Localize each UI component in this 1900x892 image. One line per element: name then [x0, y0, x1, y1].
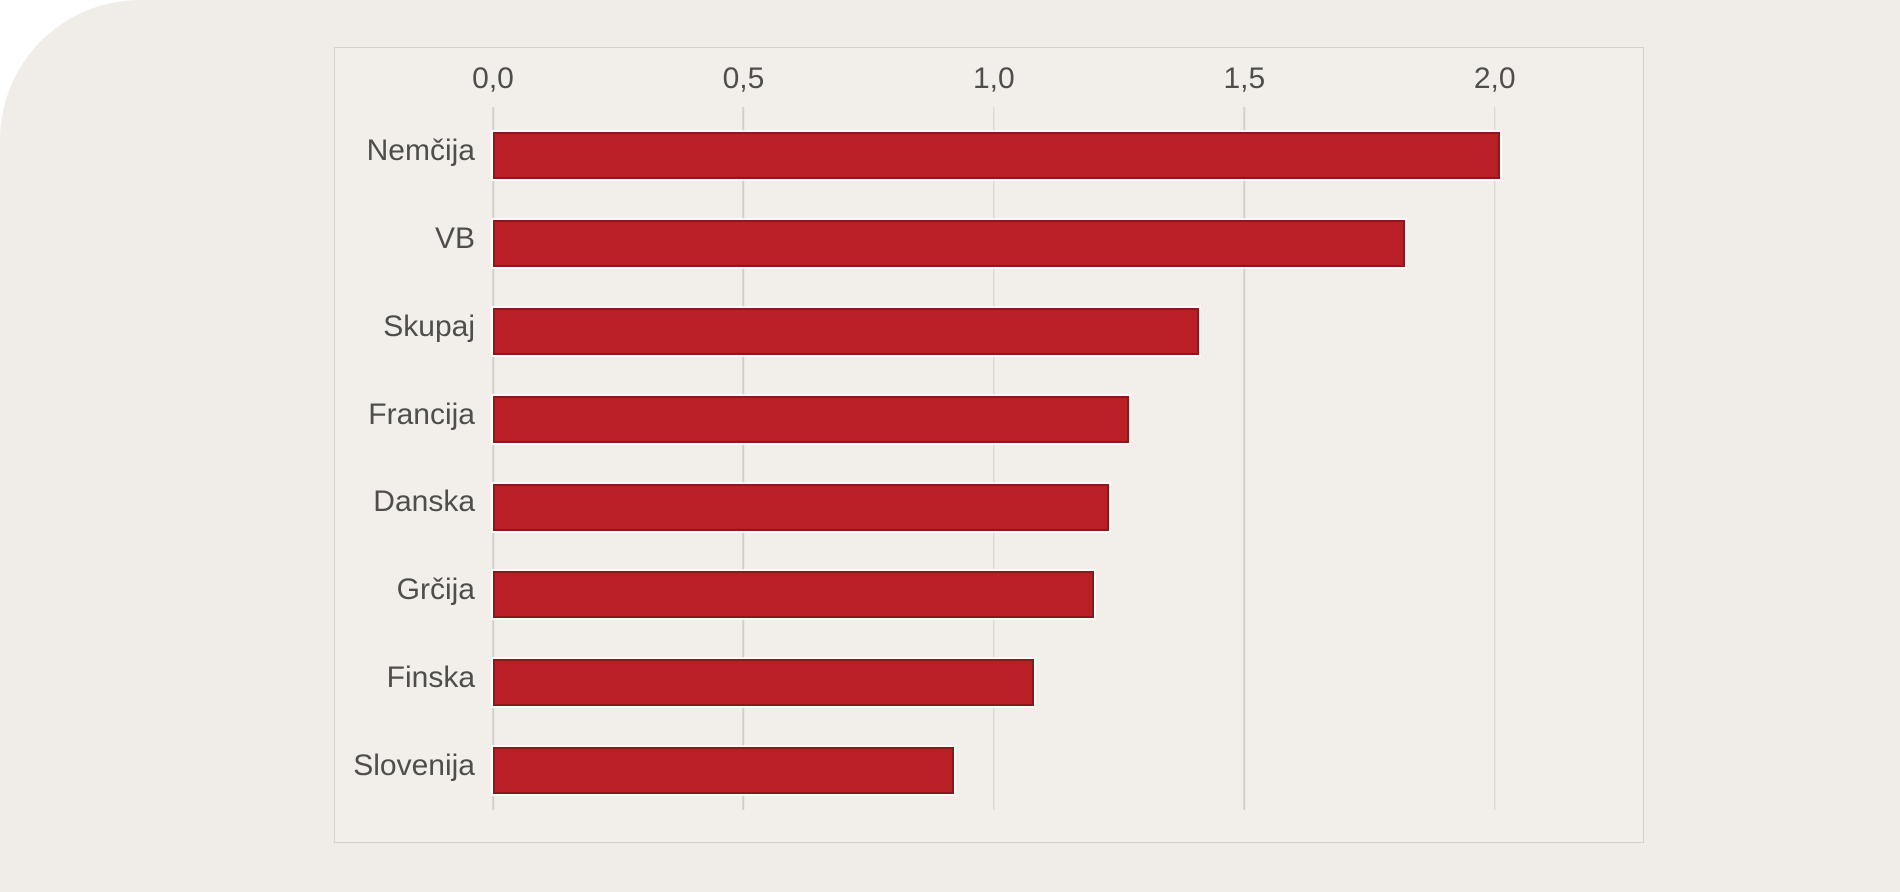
bar-vb — [493, 219, 1405, 267]
bar-grčija — [493, 571, 1095, 619]
plot-area — [492, 107, 1645, 810]
category-labels-column: Nemčija VB Skupaj Francija Danska Grčija Finsk… — [335, 107, 475, 810]
bar-row — [493, 459, 1645, 547]
bar-danska — [493, 483, 1110, 531]
bar-row — [493, 107, 1645, 195]
bar-skupaj — [493, 307, 1200, 355]
bar-finska — [493, 659, 1034, 707]
bar-row — [493, 634, 1645, 722]
category-label: Danska — [373, 485, 475, 519]
gridline — [1243, 107, 1246, 810]
bar-row — [493, 546, 1645, 634]
bar-row — [493, 283, 1645, 371]
category-label: Grčija — [396, 573, 475, 607]
bar-row — [493, 371, 1645, 459]
category-row: Finska — [335, 634, 475, 722]
category-row: Grčija — [335, 546, 475, 634]
category-label: Francija — [368, 397, 475, 431]
x-axis-tick-label: 0,0 — [472, 62, 514, 95]
bar-row — [493, 195, 1645, 283]
category-label: Skupaj — [383, 309, 475, 343]
bar-row — [493, 722, 1645, 810]
category-row: VB — [335, 195, 475, 283]
x-axis-tick-label: 0,5 — [722, 62, 765, 95]
x-axis-tick-label: 1,0 — [973, 62, 1015, 95]
category-row: Slovenija — [335, 722, 475, 810]
category-label: Slovenija — [353, 749, 475, 783]
bar-francija — [493, 395, 1130, 443]
gridline — [742, 107, 745, 810]
bar-slovenija — [493, 747, 954, 795]
gridline — [492, 107, 494, 810]
category-label: Nemčija — [366, 133, 475, 167]
chart-panel: 0,0 0,5 1,0 1,5 2,0 Nemčija VB Skupaj Francija D… — [334, 47, 1644, 843]
bar-series — [493, 107, 1645, 810]
category-row: Francija — [335, 371, 475, 459]
x-axis-tick-label: 2,0 — [1473, 62, 1516, 95]
category-label: Finska — [386, 661, 475, 695]
x-axis-tick-labels: 0,0 0,5 1,0 1,5 2,0 — [335, 48, 1643, 107]
bar-nemčija — [493, 132, 1500, 179]
category-row: Danska — [335, 459, 475, 547]
category-row: Nemčija — [335, 107, 475, 195]
gridline — [1493, 107, 1496, 810]
x-axis-tick-label: 1,5 — [1223, 62, 1266, 95]
category-label: VB — [434, 221, 475, 255]
category-row: Skupaj — [335, 283, 475, 371]
gridline — [993, 107, 995, 810]
